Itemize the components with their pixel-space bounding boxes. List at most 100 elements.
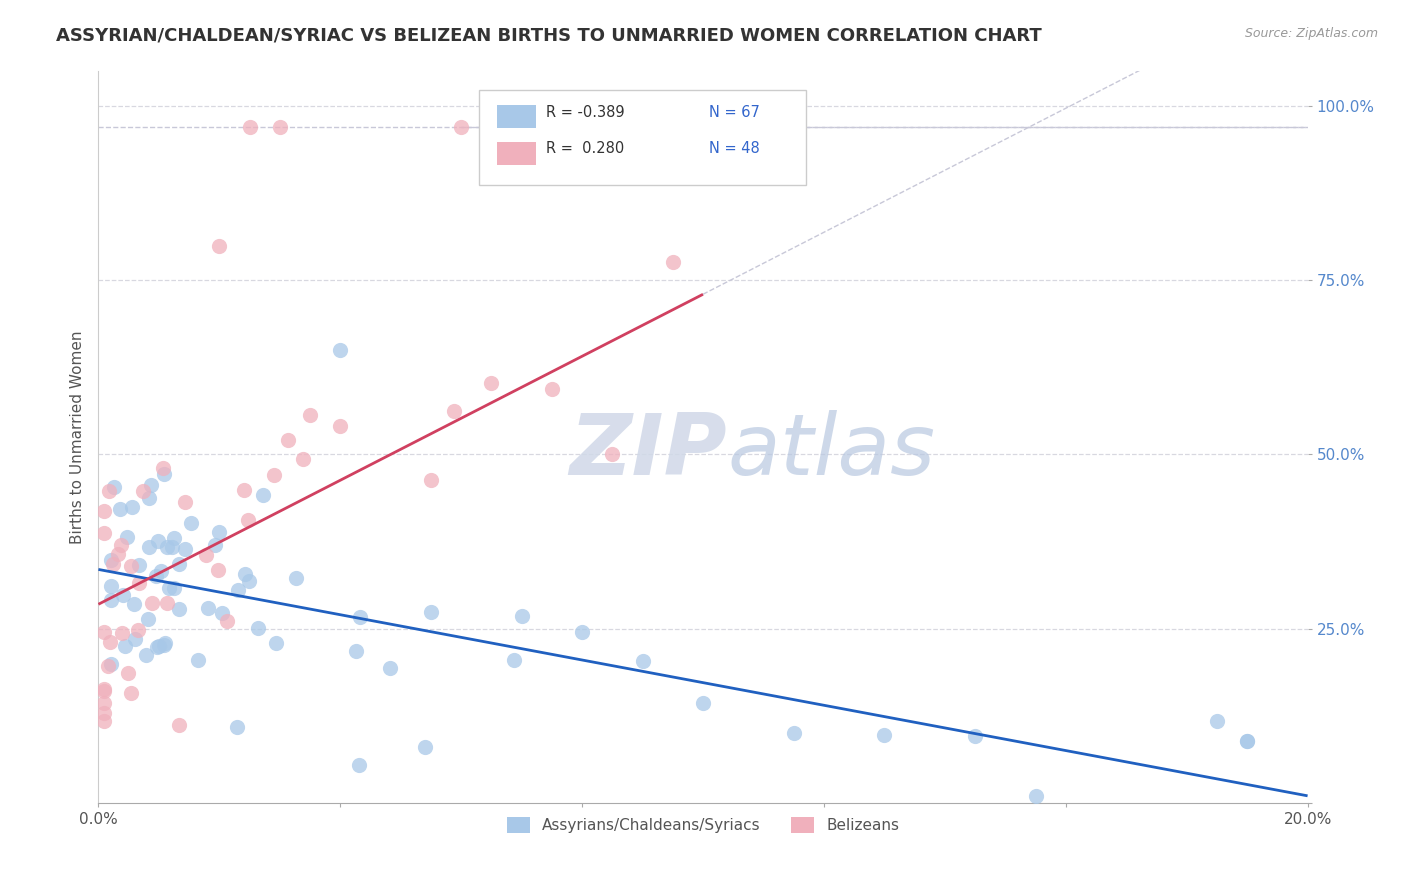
Point	[120, 685, 142, 699]
Point	[174, 542, 197, 557]
Point	[420, 605, 443, 619]
Point	[93, 504, 115, 518]
Point	[235, 566, 257, 581]
FancyBboxPatch shape	[498, 105, 536, 128]
Point	[378, 660, 401, 674]
Point	[120, 558, 142, 573]
Point	[602, 120, 624, 134]
Point	[156, 541, 179, 555]
Point	[100, 657, 122, 672]
Point	[163, 581, 186, 595]
Point	[502, 653, 524, 667]
Point	[167, 557, 190, 571]
Point	[873, 728, 896, 742]
Point	[329, 343, 352, 357]
Point	[93, 684, 115, 698]
Point	[145, 569, 167, 583]
Point	[211, 606, 233, 620]
Point	[226, 582, 249, 597]
Text: ZIP: ZIP	[569, 410, 727, 493]
Point	[121, 500, 143, 514]
Point	[160, 540, 183, 554]
Point	[108, 501, 131, 516]
Point	[103, 480, 125, 494]
Point	[233, 483, 256, 497]
Point	[100, 579, 122, 593]
Point	[97, 658, 120, 673]
Text: atlas: atlas	[727, 410, 935, 493]
Point	[602, 447, 624, 461]
Point	[139, 478, 162, 492]
Point	[167, 602, 190, 616]
Point	[128, 558, 150, 573]
Point	[100, 593, 122, 607]
Point	[124, 632, 146, 646]
Point	[98, 635, 121, 649]
Point	[752, 134, 775, 148]
Point	[263, 467, 285, 482]
Point	[197, 600, 219, 615]
Point	[194, 548, 217, 562]
Point	[138, 540, 160, 554]
Point	[225, 720, 247, 734]
Point	[97, 484, 120, 499]
Point	[481, 376, 503, 390]
Point	[155, 635, 177, 649]
Point	[132, 484, 155, 499]
Point	[238, 574, 260, 589]
Point	[117, 666, 139, 681]
Point	[246, 621, 269, 635]
Point	[93, 696, 115, 710]
Point	[153, 638, 176, 652]
Point	[349, 757, 371, 772]
Point	[187, 653, 209, 667]
Point	[110, 538, 132, 552]
Point	[115, 530, 138, 544]
Point	[180, 516, 202, 531]
Point	[661, 255, 683, 269]
Point	[413, 739, 436, 754]
Point	[450, 120, 472, 134]
Text: ASSYRIAN/CHALDEAN/SYRIAC VS BELIZEAN BIRTHS TO UNMARRIED WOMEN CORRELATION CHART: ASSYRIAN/CHALDEAN/SYRIAC VS BELIZEAN BIR…	[56, 27, 1042, 45]
FancyBboxPatch shape	[498, 142, 536, 165]
Point	[1236, 734, 1258, 748]
Text: N = 48: N = 48	[709, 142, 759, 156]
Point	[93, 525, 115, 540]
Point	[631, 655, 654, 669]
Point	[236, 513, 259, 527]
Text: R =  0.280: R = 0.280	[546, 142, 624, 156]
Y-axis label: Births to Unmarried Women: Births to Unmarried Women	[69, 330, 84, 544]
Point	[101, 558, 124, 572]
Point	[146, 533, 169, 548]
Text: R = -0.389: R = -0.389	[546, 105, 624, 120]
Point	[112, 588, 135, 602]
Point	[141, 596, 163, 610]
Point	[208, 238, 231, 252]
Point	[148, 639, 170, 653]
Point	[93, 706, 115, 720]
Point	[208, 525, 231, 540]
Point	[329, 419, 352, 434]
Point	[217, 615, 239, 629]
Point	[965, 729, 987, 743]
Point	[277, 433, 299, 447]
Point	[174, 495, 197, 509]
Point	[122, 597, 145, 611]
Point	[1236, 733, 1258, 747]
Point	[138, 491, 160, 506]
Point	[145, 640, 167, 655]
Point	[93, 682, 115, 697]
Text: N = 67: N = 67	[709, 105, 759, 120]
Point	[349, 610, 371, 624]
Point	[264, 635, 287, 649]
Point	[344, 644, 367, 658]
Point	[169, 718, 191, 732]
Point	[157, 581, 180, 595]
Point	[93, 714, 115, 729]
Point	[420, 473, 443, 487]
Point	[783, 726, 806, 740]
Point	[540, 382, 562, 396]
Point	[1206, 714, 1229, 728]
Point	[163, 531, 186, 545]
Point	[111, 625, 134, 640]
